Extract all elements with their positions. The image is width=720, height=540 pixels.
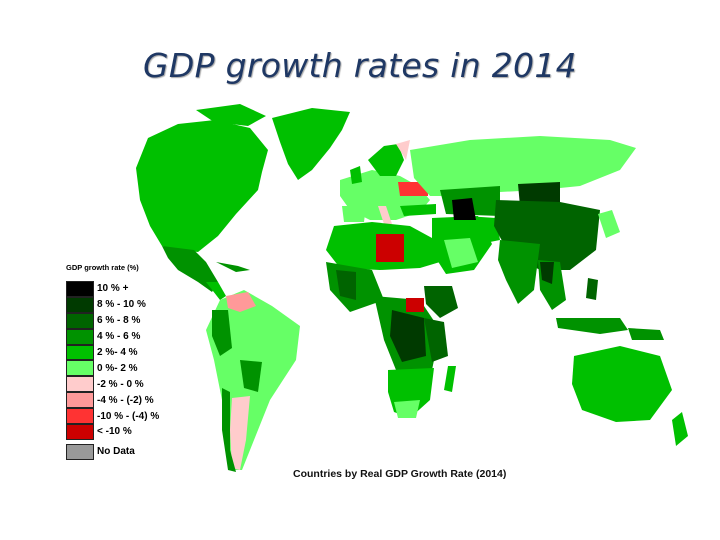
greenland (272, 108, 350, 180)
turkey (400, 204, 436, 216)
uk-ireland (350, 166, 362, 184)
west-africa-coast (336, 270, 356, 300)
drc (390, 310, 426, 362)
legend-item: 4 % - 6 % (66, 328, 186, 345)
map-caption: Countries by Real GDP Growth Rate (2014) (293, 468, 507, 480)
legend-item: 0 %- 2 % (66, 360, 186, 377)
turkmenistan (452, 198, 476, 220)
legend-swatch (66, 424, 94, 440)
mexico (162, 246, 218, 292)
legend-swatch (66, 443, 94, 460)
legend-item: < -10 % (66, 424, 186, 440)
north-america (136, 120, 268, 252)
legend-swatch (66, 328, 94, 345)
italy (378, 206, 392, 224)
legend-swatch (66, 312, 94, 329)
papua (628, 328, 664, 340)
venezuela (226, 292, 256, 312)
south-africa (394, 400, 420, 418)
legend-swatch (66, 376, 94, 393)
legend-label: 4 % - 6 % (97, 331, 141, 343)
legend-item-no-data: No Data (66, 443, 186, 460)
legend-item: -4 % - (-2) % (66, 392, 186, 409)
legend-label: -2 % - 0 % (97, 378, 144, 390)
iran (466, 216, 500, 244)
legend-swatch (66, 281, 94, 297)
legend-item: -10 % - (-4) % (66, 408, 186, 425)
finland-russia-border (396, 140, 410, 160)
canada-islands (196, 104, 266, 126)
legend-item: 2 %- 4 % (66, 344, 186, 361)
madagascar (444, 366, 456, 392)
mongolia (518, 182, 560, 206)
legend-label: -10 % - (-4) % (97, 410, 160, 422)
legend-swatch (66, 296, 94, 313)
legend-swatch (66, 344, 94, 361)
legend-label: 0 %- 2 % (97, 362, 138, 374)
scandinavia (368, 144, 404, 176)
ukraine (398, 182, 428, 196)
new-zealand (672, 412, 688, 446)
legend-swatch (66, 392, 94, 409)
legend-label: -4 % - (-2) % (97, 394, 154, 406)
legend-item: 6 % - 8 % (66, 312, 186, 329)
caribbean (216, 262, 250, 272)
philippines (586, 278, 598, 300)
legend-label: 8 % - 10 % (97, 299, 146, 311)
east-africa (424, 318, 448, 362)
australia (572, 346, 672, 422)
argentina (230, 396, 250, 470)
iberia (342, 206, 366, 222)
indonesia (556, 318, 628, 334)
india (498, 240, 540, 304)
slide-title: GDP growth rates in 2014 (143, 46, 577, 85)
libya (376, 234, 404, 262)
legend-swatch (66, 408, 94, 425)
bolivia-paraguay (240, 360, 262, 392)
colombia-peru (212, 310, 232, 356)
map-legend: GDP growth rate (%) 10 % + 8 % - 10 % 6 … (66, 263, 186, 460)
legend-label: No Data (97, 446, 135, 458)
legend-label: 2 %- 4 % (97, 347, 138, 358)
ethiopia-horn (424, 286, 458, 318)
russia (410, 136, 636, 196)
legend-label: 6 % - 8 % (97, 315, 141, 327)
myanmar (540, 262, 554, 284)
chile (222, 388, 236, 472)
legend-label: 10 % + (97, 283, 129, 295)
legend-item: 10 % + (66, 281, 186, 297)
south-sudan (406, 298, 424, 312)
legend-swatch (66, 360, 94, 377)
japan-korea (598, 210, 620, 238)
legend-item: -2 % - 0 % (66, 376, 186, 393)
arabian-peninsula (444, 238, 478, 268)
legend-label: < -10 % (97, 426, 132, 438)
legend-item: 8 % - 10 % (66, 296, 186, 313)
central-america (206, 282, 226, 300)
legend-title: GDP growth rate (%) (66, 263, 139, 272)
